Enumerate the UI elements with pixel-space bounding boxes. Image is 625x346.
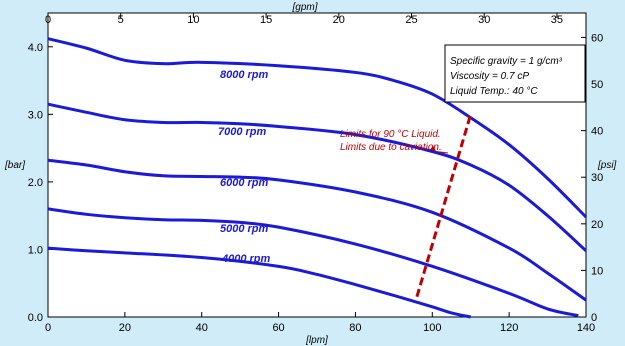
- series-label: 8000 rpm: [220, 69, 269, 81]
- y-secondary-tick-label: 40: [591, 126, 603, 138]
- x-secondary-tick-label: 25: [405, 14, 417, 26]
- x-primary-tick-label: 60: [272, 322, 284, 334]
- x-secondary-tick-label: 10: [187, 14, 199, 26]
- cavitation-note-arrow: [436, 150, 449, 154]
- x-primary-tick-label: 100: [423, 322, 441, 334]
- series-label: 6000 rpm: [220, 177, 269, 189]
- x-secondary-tick-label: 15: [260, 14, 272, 26]
- cavitation-note-arrowhead: [430, 145, 437, 152]
- y-secondary-tick-label: 60: [591, 32, 603, 44]
- x-primary-tick-label: 20: [119, 322, 131, 334]
- series-line-7000-rpm: [47, 102, 588, 252]
- x-primary-tick-label: 120: [500, 322, 518, 334]
- legend-line-gravity: Specific gravity = 1 g/cm³: [450, 56, 563, 67]
- series-line-4000-rpm: [47, 246, 472, 319]
- y-secondary-tick-label: 0: [591, 312, 597, 324]
- legend-line-temperature: Liquid Temp.: 40 °C: [450, 86, 538, 97]
- series-label: 4000 rpm: [221, 253, 271, 265]
- y-secondary-tick-label: 20: [591, 219, 603, 231]
- x-primary-tick-label: 0: [45, 322, 51, 334]
- y-primary-tick-label: 3.0: [28, 109, 43, 121]
- legend-box: [444, 44, 586, 103]
- series-label: 5000 rpm: [220, 223, 269, 235]
- cavitation-note-line-2: Limits due to caviation.: [340, 142, 442, 153]
- x-secondary-tick-label: 0: [45, 14, 51, 26]
- x-secondary-tick-label: 5: [118, 14, 124, 26]
- x-secondary-tick-label: 35: [551, 14, 563, 26]
- curves-layer: [47, 37, 588, 319]
- x-secondary-tick-label: 30: [478, 14, 490, 26]
- series-line-8000-rpm: [47, 37, 588, 219]
- y-primary-axis-label: [bar]: [4, 160, 25, 171]
- x-primary-axis-label: [lpm]: [305, 335, 328, 346]
- x-secondary-axis-label: [gpm]: [291, 2, 317, 13]
- labels-layer: 8000 rpm 7000 rpm 6000 rpm 5000 rpm 4000 rpm: [218, 69, 271, 265]
- series-line-5000-rpm: [47, 207, 579, 318]
- cavitation-limit-line: [415, 113, 473, 298]
- y-primary-tick-label: 2.0: [28, 177, 43, 189]
- x-primary-tick-label: 80: [349, 322, 361, 334]
- series-label: 7000 rpm: [218, 126, 267, 138]
- series-line-6000-rpm: [47, 158, 587, 302]
- y-primary-tick-label: 4.0: [28, 42, 43, 54]
- x-secondary-tick-label: 20: [333, 14, 345, 26]
- x-primary-tick-label: 40: [196, 322, 208, 334]
- y-secondary-tick-label: 30: [591, 172, 603, 184]
- y-primary-tick-label: 1.0: [28, 244, 43, 256]
- y-secondary-tick-label: 50: [591, 79, 603, 91]
- y-secondary-tick-label: 10: [591, 265, 603, 277]
- legend-line-viscosity: Viscosity = 0.7 cP: [450, 71, 529, 82]
- x-primary-tick-label: 140: [577, 322, 595, 334]
- y-secondary-axis-label: [psi]: [597, 160, 617, 171]
- y-primary-tick-label: 0.0: [28, 312, 43, 324]
- cavitation-note-line-1: Limits for 90 °C Liquid.: [340, 129, 441, 140]
